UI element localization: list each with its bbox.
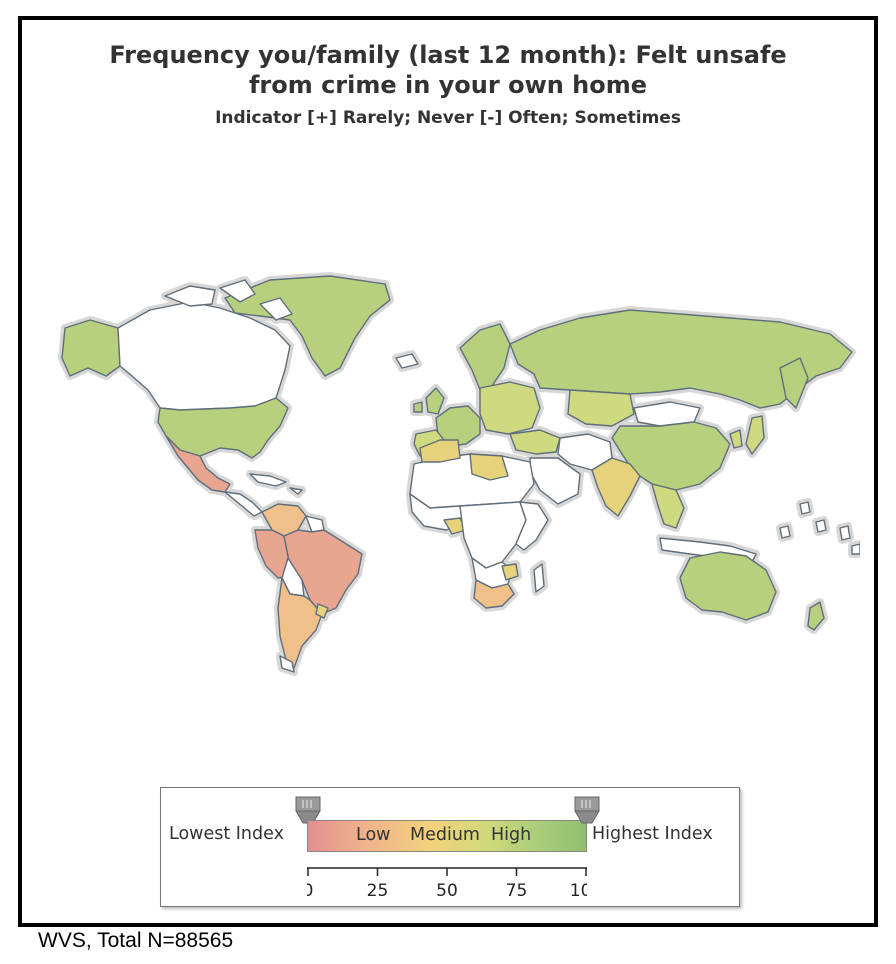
footer-source: WVS, Total N=88565 [38, 929, 234, 952]
country-libya-egypt[interactable] [469, 453, 509, 481]
country-morocco-algeria[interactable] [419, 439, 461, 463]
chart-frame: Frequency you/family (last 12 month): Fe… [18, 16, 878, 927]
legend-tick-label: 100 [570, 881, 587, 900]
country-australia[interactable] [679, 551, 777, 621]
country-south-africa[interactable] [473, 579, 515, 609]
country-eastern-europe[interactable] [479, 381, 541, 435]
map-subtitle: Indicator [+] Rarely; Never [-] Often; S… [215, 108, 681, 128]
country-caribbean[interactable] [249, 473, 303, 495]
country-scandinavia[interactable] [459, 323, 511, 391]
country-greenland[interactable] [224, 275, 391, 377]
country-uruguay[interactable] [315, 603, 329, 619]
title-line-1: Frequency you/family (last 12 month): Fe… [109, 41, 787, 69]
country-east-africa[interactable] [515, 501, 549, 551]
country-mexico[interactable] [165, 435, 231, 493]
countries [61, 275, 860, 673]
country-turkey-mideast[interactable] [509, 429, 561, 455]
legend-tick-label: 75 [506, 881, 528, 900]
country-korea-japan[interactable] [729, 415, 765, 455]
country-patagonia-tip[interactable] [279, 655, 295, 673]
country-canada-islands[interactable] [164, 279, 293, 321]
legend-color-bar: Low Medium High [307, 820, 587, 852]
country-zimbabwe[interactable] [501, 563, 519, 581]
legend-axis: 0 25 50 75 100 [307, 867, 587, 900]
country-pacific-islands[interactable] [779, 501, 860, 555]
legend-low-label: Low [356, 825, 391, 845]
country-alaska[interactable] [61, 319, 121, 377]
country-iceland[interactable] [395, 353, 419, 369]
world-map [58, 272, 860, 676]
country-india[interactable] [591, 457, 641, 517]
country-uk-ireland[interactable] [413, 387, 445, 415]
legend-medium-label: Medium [410, 825, 480, 845]
legend-max-handle[interactable] [574, 796, 600, 824]
map-title: Frequency you/family (last 12 month): Fe… [22, 40, 874, 100]
legend-tick-label: 25 [367, 881, 389, 900]
country-se-asia[interactable] [651, 483, 685, 529]
legend-highest-label: Highest Index [592, 824, 713, 844]
country-madagascar[interactable] [533, 563, 545, 593]
country-new-zealand[interactable] [807, 601, 825, 631]
legend: Lowest Index Low Medium High Highest Ind… [160, 787, 740, 907]
legend-lowest-label: Lowest Index [169, 824, 284, 844]
legend-high-label: High [491, 825, 532, 845]
country-kazakhstan[interactable] [567, 389, 635, 427]
country-central-africa[interactable] [459, 501, 527, 569]
country-china[interactable] [611, 421, 731, 491]
country-kamchatka[interactable] [779, 357, 809, 409]
title-line-2: from crime in your own home [248, 71, 648, 99]
legend-tick-label: 0 [307, 881, 313, 900]
legend-tick-label: 50 [436, 881, 458, 900]
country-chile-argentina[interactable] [277, 577, 323, 669]
